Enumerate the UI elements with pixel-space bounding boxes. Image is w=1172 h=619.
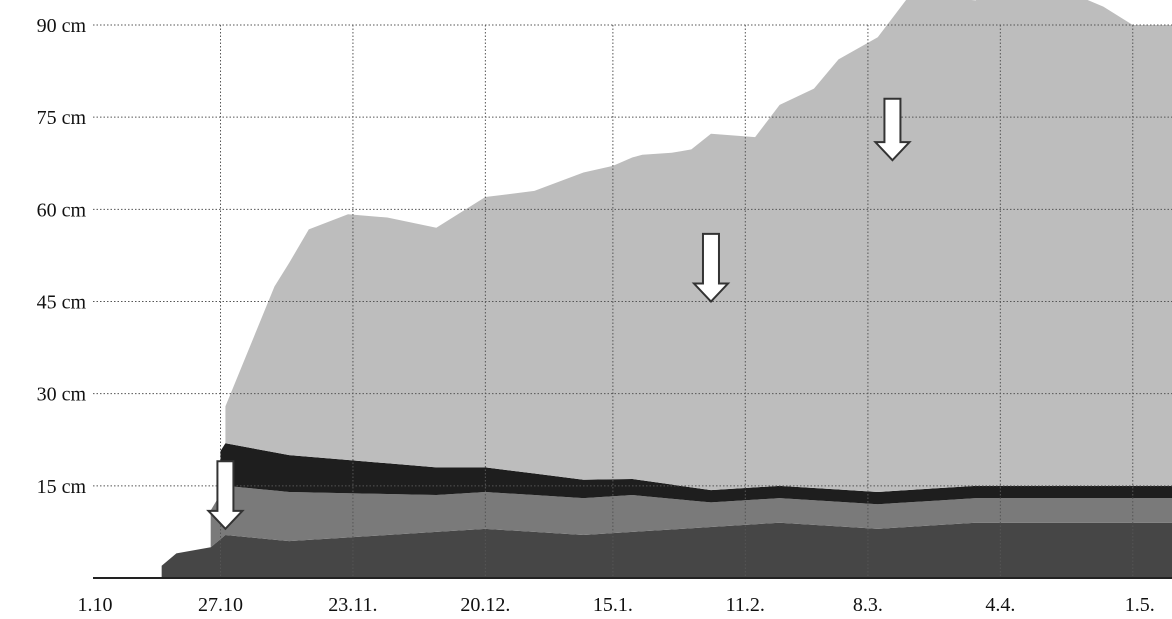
x-tick-label: 20.12.	[460, 594, 510, 616]
snow-layer-4	[225, 0, 1172, 492]
y-tick-label: 75 cm	[37, 107, 87, 129]
snow-layer-1	[161, 522, 1172, 578]
y-tick-label: 90 cm	[37, 15, 87, 37]
x-tick-label: 11.2.	[726, 594, 765, 616]
snow-layers	[161, 0, 1172, 578]
snow-layer-3	[220, 443, 1172, 505]
x-tick-label: 1.10	[78, 594, 113, 616]
down-arrow-icon	[206, 460, 245, 531]
y-tick-label: 30 cm	[37, 384, 87, 406]
x-tick-label: 23.11.	[328, 594, 377, 616]
y-tick-label: 45 cm	[37, 292, 87, 314]
x-tick-label: 1.5.	[1125, 594, 1155, 616]
y-tick-label: 60 cm	[37, 199, 87, 221]
y-tick-label: 15 cm	[37, 476, 87, 498]
x-tick-label: 4.4.	[985, 594, 1015, 616]
y-axis-labels: 15 cm 30 cm 45 cm 60 cm 75 cm 90 cm	[37, 15, 87, 498]
snow-layer-2	[210, 485, 1172, 548]
down-arrow-icon	[873, 97, 912, 162]
arrows	[206, 97, 912, 531]
x-tick-label: 8.3.	[853, 594, 883, 616]
x-tick-label: 15.1.	[593, 594, 633, 616]
x-axis-labels: 1.10 27.10 23.11. 20.12. 15.1. 11.2. 8.3. 4.4. 1…	[78, 594, 1155, 616]
grid	[93, 24, 1172, 578]
down-arrow-icon	[691, 232, 731, 303]
x-tick-label: 27.10	[198, 594, 243, 616]
